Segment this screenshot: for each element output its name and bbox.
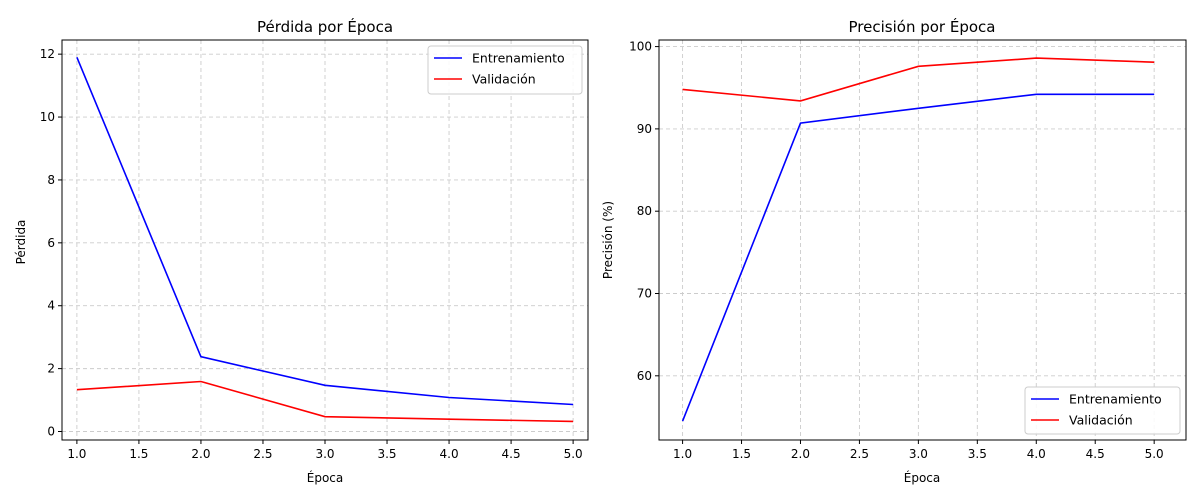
accuracy-x-tick-label: 2.0 [791, 447, 810, 461]
accuracy-x-tick-label: 4.0 [1027, 447, 1046, 461]
loss-y-tick-label: 2 [47, 362, 55, 376]
accuracy-validation-line [682, 57, 1155, 102]
loss-chart-panel: Pérdida por Época Época Pérdida 1.0 1.5 2.… [14, 17, 589, 485]
accuracy-series [681, 57, 1155, 422]
loss-x-tick-label: 5.0 [564, 447, 583, 461]
loss-y-tick-label: 8 [47, 173, 55, 187]
loss-x-tick-label: 3.5 [377, 447, 396, 461]
loss-x-tick-label: 2.5 [253, 447, 272, 461]
loss-chart-title: Pérdida por Época [257, 17, 393, 36]
loss-y-tick-label: 4 [47, 299, 55, 313]
accuracy-plot-frame [658, 39, 1187, 441]
loss-legend-training-label: Entrenamiento [472, 51, 565, 66]
loss-training-line [76, 56, 574, 406]
loss-y-tick-label: 10 [40, 110, 55, 124]
accuracy-y-tick-label: 60 [637, 369, 652, 383]
accuracy-y-tick-label: 70 [637, 286, 652, 300]
accuracy-chart-panel: Precisión por Época Época Precisión (%) … [601, 17, 1187, 485]
accuracy-x-tick-label: 3.5 [968, 447, 987, 461]
accuracy-y-tick-label: 90 [637, 122, 652, 136]
loss-x-tick-label: 1.5 [129, 447, 148, 461]
accuracy-y-axis-label: Precisión (%) [601, 201, 615, 279]
loss-x-axis-label: Época [307, 470, 344, 485]
accuracy-chart-title: Precisión por Época [849, 17, 996, 36]
accuracy-legend: Entrenamiento Validación [1024, 386, 1181, 435]
loss-y-tick-label: 12 [40, 47, 55, 61]
loss-x-tick-label: 3.0 [315, 447, 334, 461]
loss-series [76, 56, 574, 423]
loss-y-axis-label: Pérdida [14, 220, 28, 265]
loss-y-tick-label: 6 [47, 236, 55, 250]
accuracy-x-tick-label: 3.0 [909, 447, 928, 461]
accuracy-legend-training-label: Entrenamiento [1069, 392, 1162, 407]
loss-legend-box [427, 45, 583, 95]
accuracy-x-axis-label: Época [904, 470, 941, 485]
loss-ticks: 1.0 1.5 2.0 2.5 3.0 3.5 4.0 4.5 5.0 0 2 4 6 8 10 12 [40, 47, 583, 461]
accuracy-training-line [681, 93, 1155, 422]
loss-y-tick-label: 0 [47, 425, 55, 439]
loss-validation-line [76, 380, 574, 423]
loss-legend: Entrenamiento Validación [427, 45, 583, 95]
accuracy-y-tick-label: 100 [629, 40, 652, 54]
accuracy-legend-box [1024, 386, 1181, 435]
accuracy-ticks: 1.0 1.5 2.0 2.5 3.0 3.5 4.0 4.5 5.0 60 70 80 90 100 [629, 40, 1164, 461]
accuracy-x-tick-label: 1.5 [732, 447, 751, 461]
accuracy-x-tick-label: 4.5 [1086, 447, 1105, 461]
loss-x-tick-label: 4.5 [502, 447, 521, 461]
loss-x-tick-label: 4.0 [440, 447, 459, 461]
loss-grid [62, 40, 588, 440]
loss-x-tick-label: 1.0 [67, 447, 86, 461]
accuracy-y-tick-label: 80 [637, 204, 652, 218]
accuracy-legend-validation-label: Validación [1069, 413, 1133, 428]
accuracy-grid [659, 40, 1186, 440]
accuracy-x-tick-label: 2.5 [850, 447, 869, 461]
loss-x-tick-label: 2.0 [191, 447, 210, 461]
loss-legend-validation-label: Validación [472, 72, 536, 87]
accuracy-x-tick-label: 5.0 [1145, 447, 1164, 461]
accuracy-x-tick-label: 1.0 [673, 447, 692, 461]
